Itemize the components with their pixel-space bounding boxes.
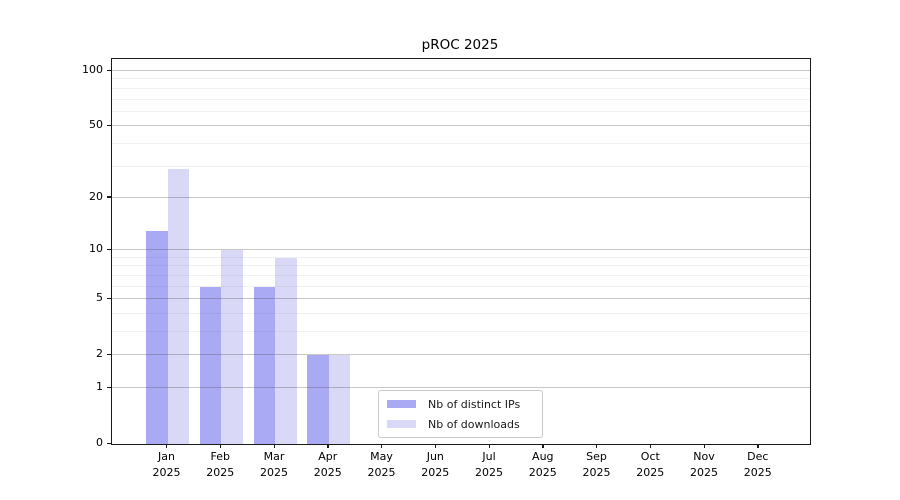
bar-feb-ips [199,286,222,444]
minor-gridline [112,142,810,144]
y-tick [107,386,111,388]
x-tick-label-may: May 2025 [367,450,396,479]
y-tick-label: 100 [82,63,103,76]
y-tick [107,69,111,71]
x-tick-label-jul: Jul 2025 [475,450,503,479]
y-tick [107,297,111,300]
major-gridline [112,249,810,251]
y-tick-label: 0 [96,436,103,449]
x-tick-label-nov: Nov 2025 [690,450,718,479]
minor-gridline [112,78,810,80]
x-tick-label-feb: Feb 2025 [206,450,235,479]
x-tick-label-mar: Mar 2025 [260,450,288,479]
y-tick-label: 1 [96,380,103,393]
x-tick [649,444,652,448]
x-tick-label-aug: Aug 2025 [528,450,557,479]
y-tick-label: 10 [89,242,103,256]
x-tick-label-oct: Oct 2025 [636,450,665,479]
minor-gridline [112,98,810,100]
x-tick [703,444,705,448]
major-gridline [112,387,810,388]
x-tick [596,444,598,448]
bar-feb-downloads [221,250,243,444]
y-tick [107,353,111,356]
y-tick-label: 50 [89,118,103,132]
x-tick [166,444,168,448]
x-tick [327,444,329,448]
legend-box: Nb of distinct IPs Nb of downloads [378,390,543,438]
y-tick [107,196,111,198]
x-tick-label-jun: Jun 2025 [421,450,450,479]
bar-jan-ips [146,230,168,444]
bar-jan-downloads [167,169,189,444]
minor-gridline [112,87,810,89]
legend-entry-distinct-ips: Nb of distinct IPs [379,396,542,413]
bar-apr-downloads [328,355,351,444]
bar-mar-ips [253,286,275,444]
minor-gridline [112,285,810,287]
y-tick [107,442,111,444]
bar-mar-downloads [275,257,297,444]
major-gridline [112,354,810,356]
x-tick-label-jan: Jan 2025 [152,450,181,479]
x-tick-label-dec: Dec 2025 [743,450,772,479]
x-tick [542,444,544,448]
y-tick-label: 20 [89,189,103,203]
major-gridline [112,125,810,127]
chart-title: pROC 2025 [421,37,499,53]
legend-label-downloads: Nb of downloads [428,417,520,431]
y-tick-label: 5 [96,291,103,305]
legend-swatch-distinct-ips [387,400,416,408]
x-tick [273,444,275,448]
minor-gridline [112,265,810,267]
x-tick [381,444,383,448]
x-tick-label-sep: Sep 2025 [582,450,611,479]
y-tick [107,124,111,127]
minor-gridline [112,312,810,314]
major-gridline [112,70,810,71]
minor-gridline [112,165,810,167]
y-tick-label: 2 [96,347,103,361]
x-tick-label-apr: Apr 2025 [313,450,342,479]
y-tick [107,248,111,251]
x-tick [434,444,437,448]
minor-gridline [112,331,810,332]
major-gridline [112,298,810,300]
legend-label-distinct-ips: Nb of distinct IPs [428,397,521,411]
minor-gridline [112,110,810,112]
plot-area [111,58,811,445]
legend-entry-downloads: Nb of downloads [379,416,542,433]
x-tick [219,444,222,448]
minor-gridline [112,274,810,276]
legend-swatch-downloads [387,420,416,428]
bar-apr-ips [307,355,329,444]
major-gridline [112,196,810,198]
minor-gridline [112,256,810,258]
x-tick [757,444,759,448]
x-tick [488,444,490,448]
